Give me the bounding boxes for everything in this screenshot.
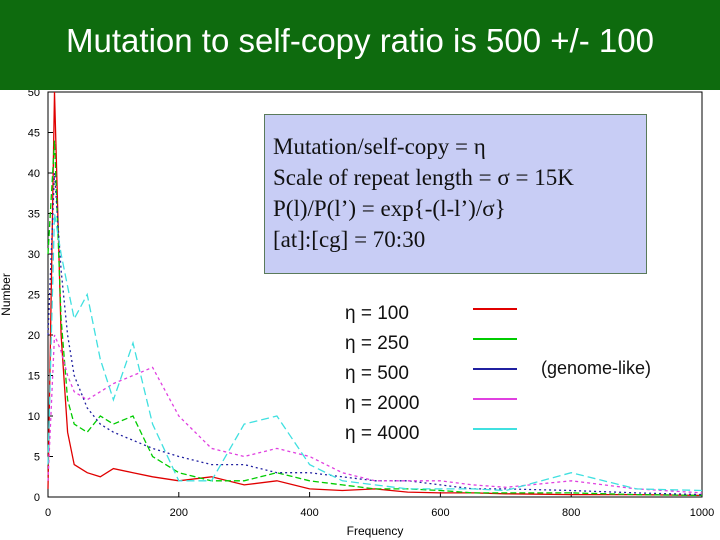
- legend-label: η = 100: [345, 303, 409, 324]
- info-box: Mutation/self-copy = η Scale of repeat l…: [264, 114, 647, 274]
- x-tick-label: 400: [300, 507, 318, 519]
- x-tick-label: 600: [431, 507, 449, 519]
- x-tick-label: 1000: [690, 507, 714, 519]
- legend-label: η = 2000: [345, 393, 420, 414]
- legend-swatch: [473, 428, 517, 430]
- legend-swatch: [473, 338, 517, 340]
- y-tick-label: 15: [28, 371, 40, 383]
- legend-label: η = 250: [345, 333, 409, 354]
- x-tick-label: 200: [170, 507, 188, 519]
- legend-label: η = 4000: [345, 423, 420, 444]
- info-line-base-ratio: [at]:[cg] = 70:30: [273, 227, 426, 252]
- y-tick-label: 25: [28, 290, 40, 302]
- legend-swatch: [473, 398, 517, 400]
- x-tick-label: 800: [562, 507, 580, 519]
- y-tick-label: 35: [28, 209, 40, 221]
- y-tick-label: 50: [28, 87, 40, 99]
- x-tick-label: 0: [45, 507, 51, 519]
- y-tick-label: 30: [28, 249, 40, 261]
- y-tick-label: 20: [28, 330, 40, 342]
- y-axis-label: Number: [0, 273, 13, 316]
- legend-swatch: [473, 368, 517, 370]
- y-tick-label: 0: [34, 492, 40, 504]
- y-tick-label: 40: [28, 168, 40, 180]
- series-line-3: [47, 172, 703, 496]
- genome-like-annotation: (genome-like): [541, 358, 652, 378]
- series-line-5: [47, 213, 703, 492]
- y-tick-label: 10: [28, 411, 40, 423]
- y-tick-label: 45: [28, 128, 40, 140]
- info-line-probability: P(l)/P(l’) = exp{-(l-l’)/σ}: [273, 196, 506, 221]
- legend-swatch: [473, 308, 517, 310]
- x-axis-label: Frequency: [347, 524, 404, 538]
- legend-label: η = 500: [345, 363, 409, 384]
- series-line-2: [47, 140, 703, 497]
- info-line-scale-length: Scale of repeat length = σ = 15K: [273, 165, 574, 190]
- title-bar: Mutation to self-copy ratio is 500 +/- 1…: [0, 0, 720, 90]
- slide-title: Mutation to self-copy ratio is 500 +/- 1…: [66, 22, 654, 59]
- y-tick-label: 5: [34, 452, 40, 464]
- info-line-mutation-ratio: Mutation/self-copy = η: [273, 134, 486, 159]
